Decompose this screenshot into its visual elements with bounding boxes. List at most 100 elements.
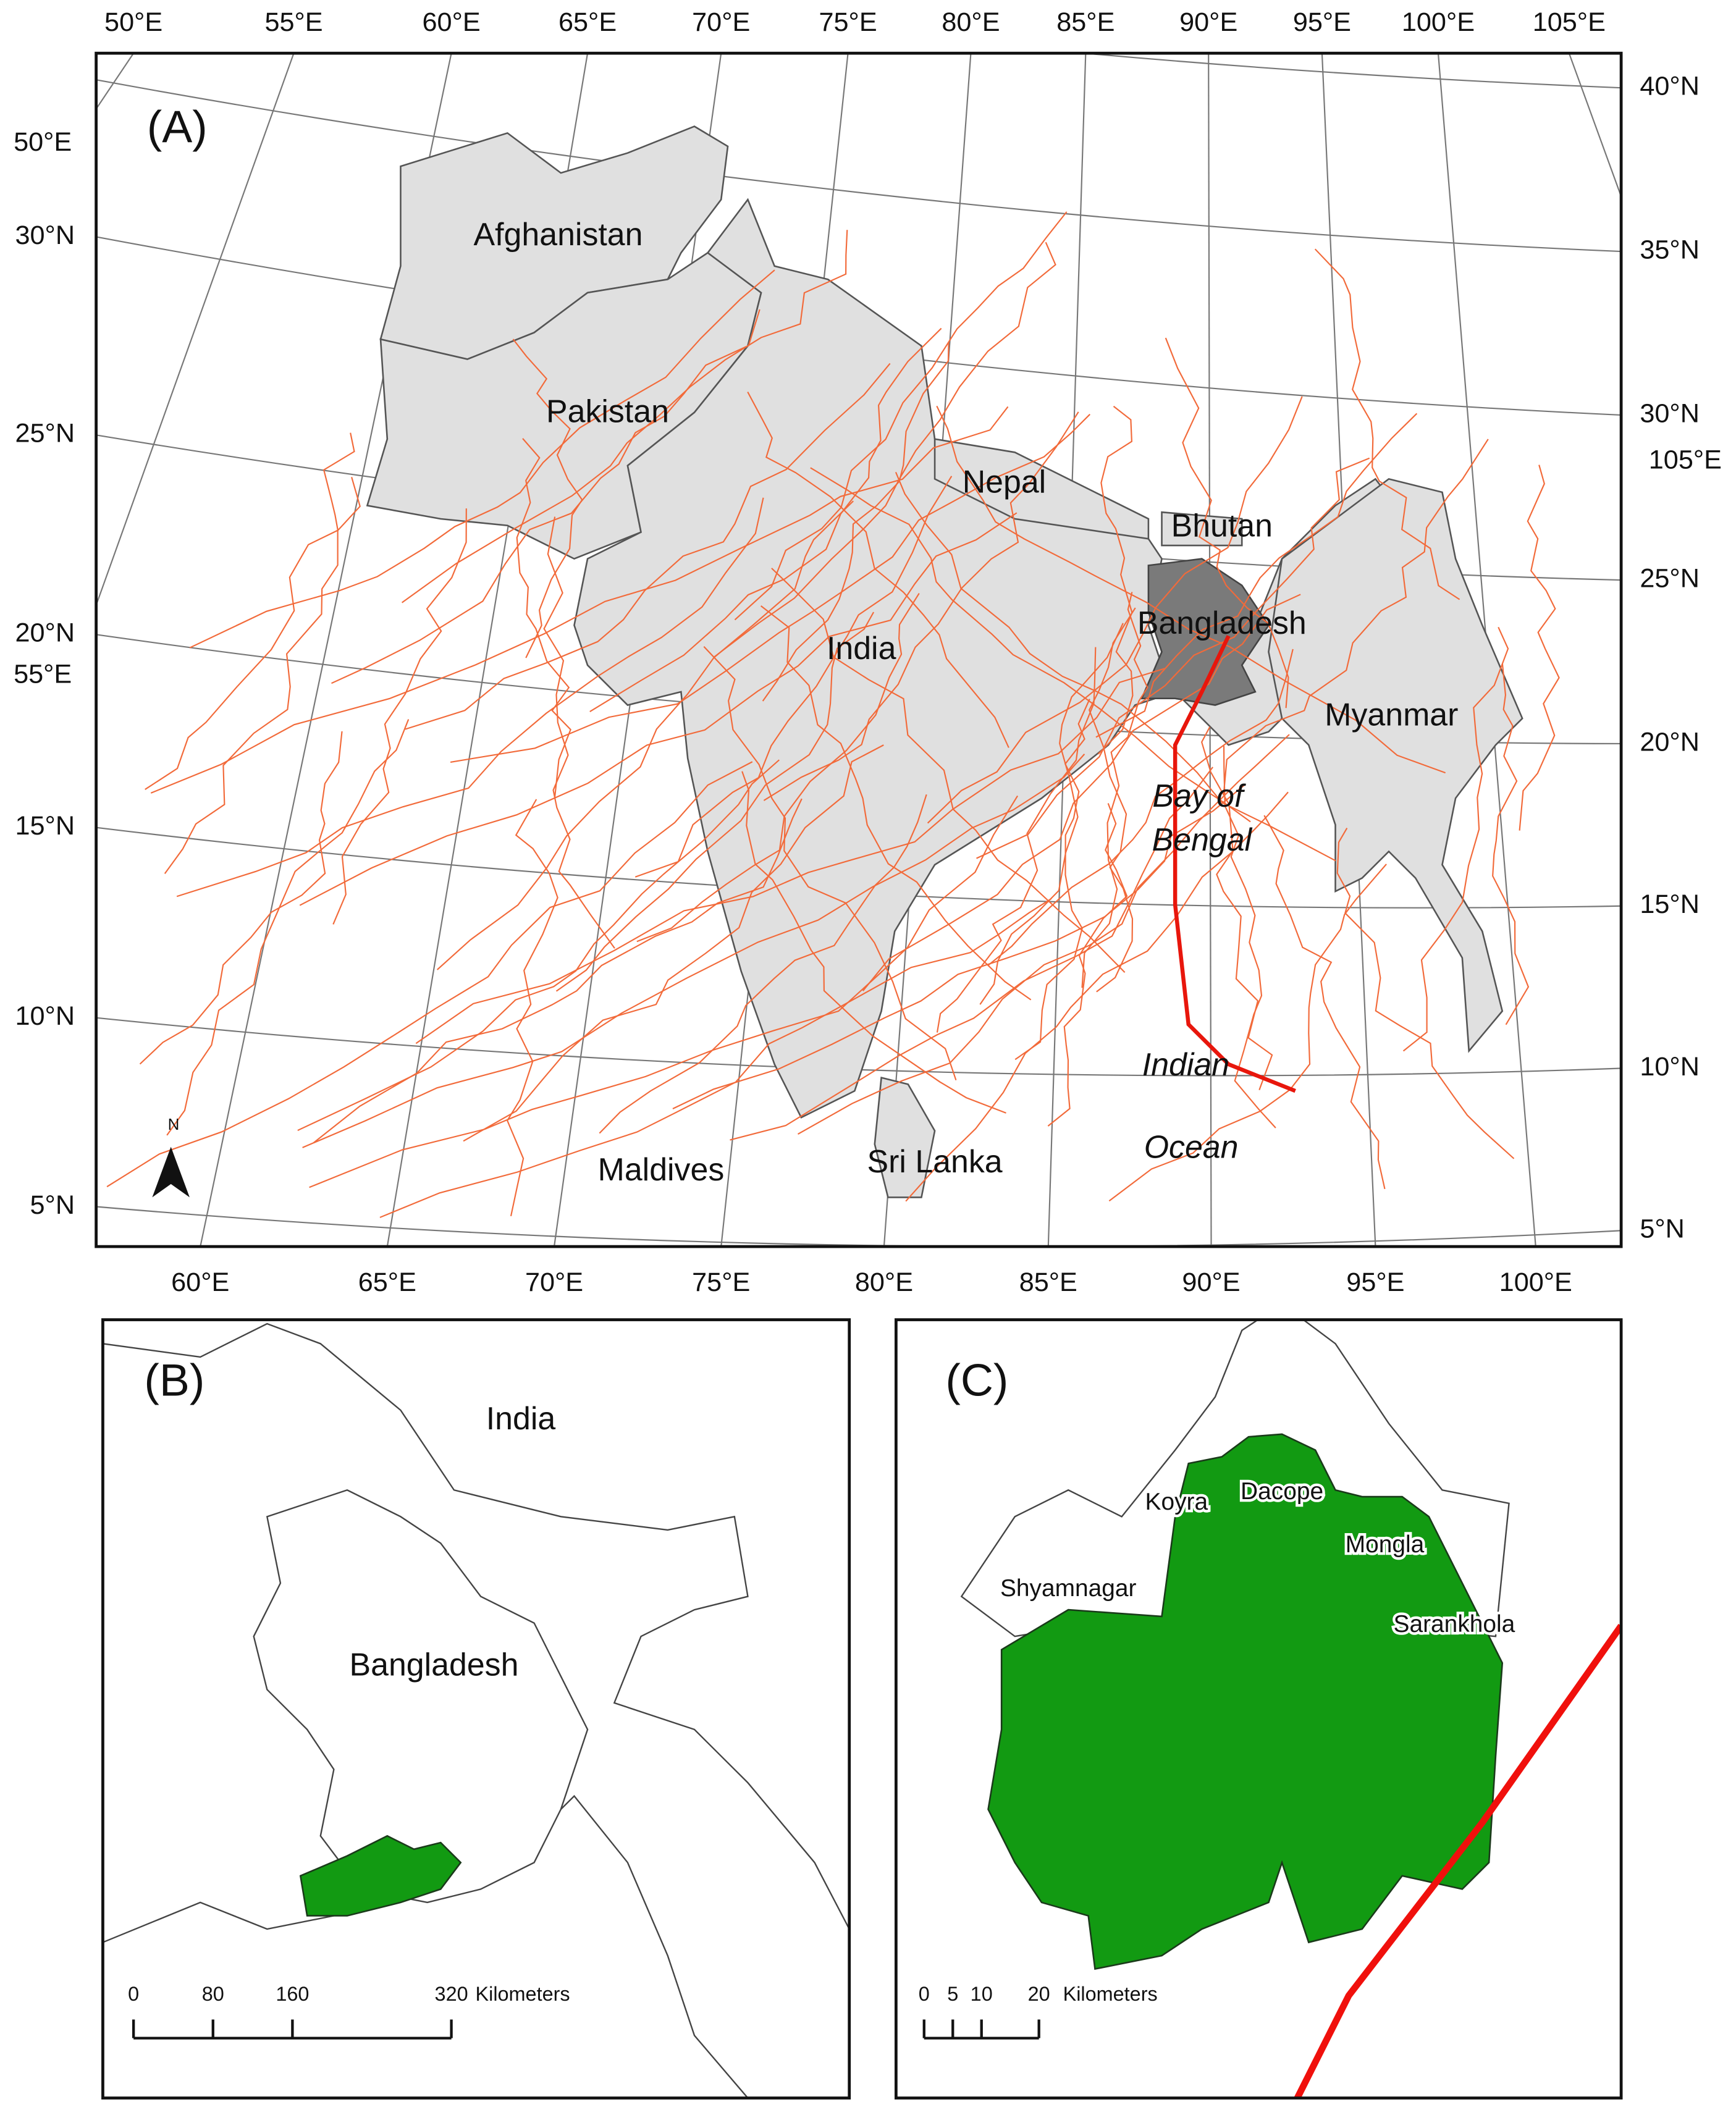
cyclone-track [176,497,764,898]
panel-b-frame [101,1318,851,2100]
panel-c-map [960,1319,1622,2098]
cyclone-track [302,754,1085,1148]
scale-bar: 0 5 10 20 Kilometers [919,1983,1158,2040]
cyclone-tracks [106,211,1560,1218]
cyclone-track [164,477,361,875]
cyclone-track [714,242,1056,658]
bangladesh-outline [253,1489,589,1904]
water-label: Bengal [1152,822,1253,857]
scale-unit: Kilometers [1063,1983,1158,2005]
longitude-label: 95°E [1293,7,1351,37]
panel-label: (A) [147,102,208,153]
cyclone-track [150,406,1009,794]
longitude-label: 75°E [819,7,877,37]
nepal [933,438,1150,540]
north-label: N [168,1116,180,1133]
district-label: Sarankhola [1394,1611,1515,1637]
cyclone-track [905,791,1289,1202]
sundarbans-mangrove [987,1433,1504,1970]
cyclone-track [543,516,615,949]
place-label: Pakistan [546,393,669,429]
panel-label: (B) [144,1355,204,1405]
longitude-label: 60°E [423,7,481,37]
cyclone-track [1293,1623,1622,2098]
cyclone-track [763,411,1079,801]
cyclone-track [379,898,1052,1218]
cyclone-track [332,508,467,925]
scale-tick-label: 20 [1028,1983,1050,2005]
place-label: Maldives [598,1151,725,1187]
longitude-label: 95°E [1346,1268,1404,1297]
cyclone-track [106,761,753,1188]
longitude-label: 90°E [1182,1268,1240,1297]
cyclone-track [1336,827,1515,1159]
latitude-label: 5°N [30,1190,75,1220]
cyclone-track [1223,439,1489,795]
cyclone-track [313,798,803,1143]
cyclone-track [1201,726,1273,1090]
latitude-label: 25°N [1640,564,1700,594]
place-label: Bangladesh [350,1646,519,1682]
cyclone-track [703,646,957,1081]
district-label: Mongla [1346,1531,1425,1558]
longitude-label: 50°E [104,7,162,37]
longitude-label: 70°E [692,7,750,37]
cyclone-track [599,794,927,1134]
longitude-label: 70°E [525,1268,583,1297]
parallel [96,79,1622,253]
panel-c-frame [895,1318,1623,2100]
parallel [96,1206,1622,1247]
water-label: Indian [1142,1046,1229,1082]
longitude-label: 80°E [855,1268,913,1297]
latitude-label: 30°N [15,221,75,250]
cyclone-track [1097,405,1134,755]
longitude-label: 105°E [1649,445,1722,475]
cyclone-track [988,649,1294,965]
cyclone-track [1263,815,1386,1190]
longitude-label: 85°E [1056,7,1114,37]
cyclone-track [297,759,780,1132]
latitude-label: 15°N [15,811,75,841]
cyclone-track [976,457,1370,859]
cyclone-track [797,734,1290,1135]
longitude-label: 100°E [1402,7,1475,37]
cyclone-track [589,327,942,712]
place-label: Nepal [963,464,1047,500]
latitude-label: 10°N [15,1001,75,1031]
place-label: Afghanistan [474,216,643,252]
longitude-label: 100°E [1499,1268,1572,1297]
cyclone-track [1047,803,1128,1127]
cyclone-track [936,647,1097,1033]
cyclone-track [1402,626,1509,1052]
place-label: India [827,630,896,666]
cyclone-track [734,211,1068,621]
scale-tick-label: 5 [947,1983,958,2005]
cyclone-track [636,593,920,943]
latitude-label: 25°N [15,419,75,448]
meridian [96,53,295,607]
cyclone-track [862,594,1301,991]
cyclone-track [299,512,1018,906]
district-label: Shyamnagar [1000,1575,1137,1602]
scale-tick-label: 80 [202,1983,224,2005]
scale-tick-label: 10 [971,1983,993,2005]
water-label: Ocean [1144,1129,1239,1165]
cyclone-track [1108,864,1387,1202]
cyclone-track [741,771,1006,1114]
place-label: India [486,1400,556,1436]
cyclone-track [1314,248,1460,600]
longitude-label: 85°E [1019,1268,1077,1297]
scale-tick-label: 0 [919,1983,930,2005]
cyclone-track [634,476,953,878]
parallel [1076,53,1622,89]
water-label: Bay of [1152,778,1246,813]
latitude-label: 5°N [1640,1214,1685,1244]
cyclone-track [1519,465,1560,831]
cyclone-track [810,467,1251,823]
longitude-label: 80°E [942,7,1000,37]
cyclone-track [927,396,1303,824]
cyclone-track [405,363,891,730]
cyclone-track [401,230,848,603]
main-cyclone-track [1173,635,1296,1093]
latitude-label: 20°N [15,618,75,648]
